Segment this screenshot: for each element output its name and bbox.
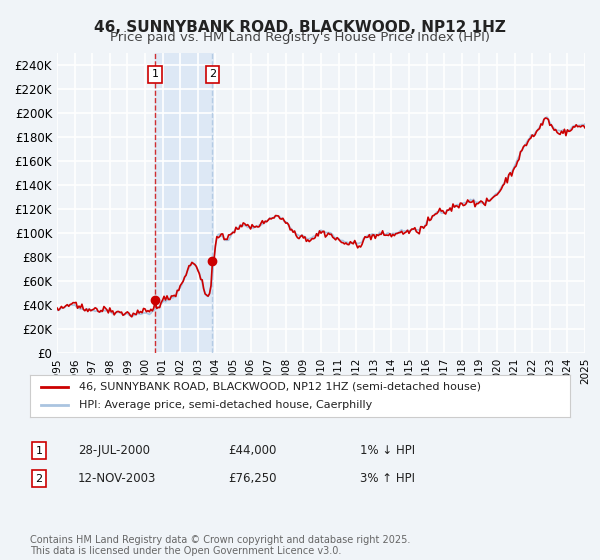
Text: 1% ↓ HPI: 1% ↓ HPI (360, 444, 415, 458)
Text: 28-JUL-2000: 28-JUL-2000 (78, 444, 150, 458)
Text: 46, SUNNYBANK ROAD, BLACKWOOD, NP12 1HZ (semi-detached house): 46, SUNNYBANK ROAD, BLACKWOOD, NP12 1HZ … (79, 382, 481, 392)
Text: 12-NOV-2003: 12-NOV-2003 (78, 472, 157, 486)
Text: 2: 2 (35, 474, 43, 484)
Text: Price paid vs. HM Land Registry's House Price Index (HPI): Price paid vs. HM Land Registry's House … (110, 31, 490, 44)
Text: 46, SUNNYBANK ROAD, BLACKWOOD, NP12 1HZ: 46, SUNNYBANK ROAD, BLACKWOOD, NP12 1HZ (94, 20, 506, 35)
Text: £44,000: £44,000 (228, 444, 277, 458)
Text: 1: 1 (152, 69, 159, 79)
Text: 3% ↑ HPI: 3% ↑ HPI (360, 472, 415, 486)
Text: £76,250: £76,250 (228, 472, 277, 486)
Text: 1: 1 (35, 446, 43, 456)
Text: 2: 2 (209, 69, 216, 79)
Text: Contains HM Land Registry data © Crown copyright and database right 2025.
This d: Contains HM Land Registry data © Crown c… (30, 535, 410, 557)
Bar (155, 53, 213, 353)
Text: HPI: Average price, semi-detached house, Caerphilly: HPI: Average price, semi-detached house,… (79, 400, 372, 410)
